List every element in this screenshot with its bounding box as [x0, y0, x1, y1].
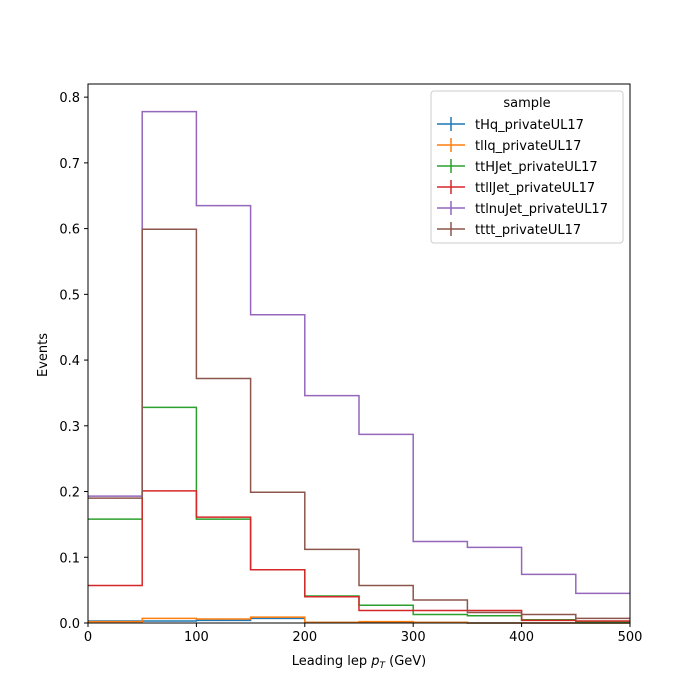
x-tick-label: 500	[618, 630, 643, 645]
legend-entry: ttlnuJet_privateUL17	[437, 201, 608, 217]
x-axis-label-subscript: T	[379, 661, 386, 671]
y-tick-label: 0.6	[59, 223, 80, 238]
legend-marker	[437, 117, 465, 131]
legend-entry: ttllJet_privateUL17	[437, 180, 595, 196]
axes-layer: 0 100 200 300 400 500 0.0 0.1 0.2 0.3 0.4 0.5 0.6 0.7…	[59, 83, 643, 645]
legend-label: tllq_privateUL17	[475, 139, 581, 154]
y-tick-label: 0.5	[59, 288, 80, 303]
axes-frame	[87, 83, 631, 624]
series-ttHJet_privateUL17	[88, 406, 630, 623]
y-tick-label: 0.1	[59, 551, 80, 566]
series-tttt_privateUL17	[88, 228, 630, 620]
legend-marker	[437, 201, 465, 215]
legend-entry: tttt_privateUL17	[437, 222, 581, 238]
legend: sample tHq_privateUL17 tllq_privateUL17tt…	[430, 90, 624, 244]
legend-marker	[437, 159, 465, 173]
series-line	[88, 406, 630, 623]
legend-box	[430, 90, 624, 244]
x-axis-label-main: Leading lep	[292, 654, 371, 669]
x-axis-label-math: p	[370, 654, 379, 669]
x-tick-label: 0	[84, 630, 92, 645]
legend-entry: tllq_privateUL17	[437, 138, 581, 154]
y-tick-label: 0.2	[59, 486, 80, 501]
x-tick-label: 400	[509, 630, 534, 645]
series-ttlnuJet_privateUL17	[88, 110, 630, 595]
y-tick-label: 0.7	[59, 157, 80, 172]
x-axis-label: Leading lep pT (GeV)	[292, 654, 426, 671]
legend-title: sample	[503, 96, 550, 111]
legend-label: ttlnuJet_privateUL17	[475, 202, 608, 217]
legend-label: ttllJet_privateUL17	[475, 181, 595, 196]
legend-entries: tHq_privateUL17 tllq_privateUL17 ttHJet_pr…	[437, 117, 608, 238]
legend-marker	[437, 180, 465, 194]
y-axis-label: Events	[36, 333, 51, 377]
legend-label: ttHJet_privateUL17	[475, 160, 598, 175]
legend-label: tttt_privateUL17	[475, 223, 581, 238]
series-ttllJet_privateUL17	[88, 490, 630, 622]
y-tick-label: 0.8	[59, 91, 80, 106]
x-axis-label-unit: (GeV)	[385, 654, 426, 669]
x-tick-label: 100	[184, 630, 209, 645]
legend-entry: ttHJet_privateUL17	[437, 159, 598, 175]
x-tick-label: 300	[401, 630, 426, 645]
legend-entry: tHq_privateUL17	[437, 117, 584, 133]
x-tick-label: 200	[292, 630, 317, 645]
legend-marker	[437, 138, 465, 152]
y-tick-label: 0.3	[59, 420, 80, 435]
y-tick-label: 0.4	[59, 354, 80, 369]
y-tick-label: 0.0	[59, 617, 80, 632]
series-line	[88, 110, 630, 595]
legend-marker	[437, 222, 465, 236]
legend-label: tHq_privateUL17	[475, 118, 584, 133]
series-line	[88, 228, 630, 620]
